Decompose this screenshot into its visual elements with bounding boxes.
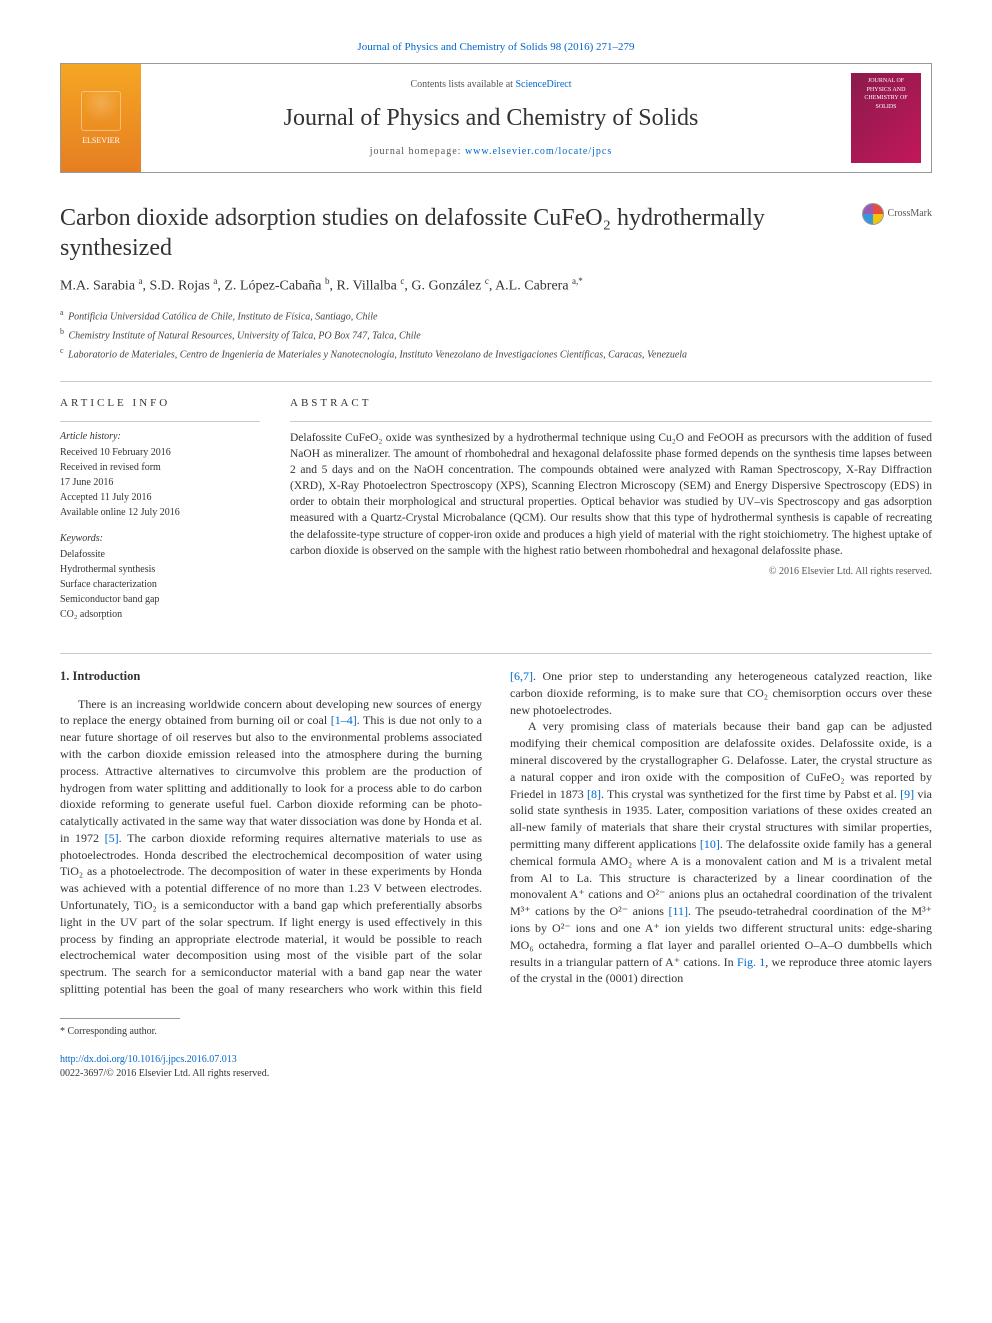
sciencedirect-link[interactable]: ScienceDirect [515,79,571,90]
crossmark-icon [862,203,884,225]
homepage-link[interactable]: www.elsevier.com/locate/jpcs [465,146,612,157]
keyword-item: Semiconductor band gap [60,593,260,607]
keyword-item: Surface characterization [60,578,260,592]
ref-link[interactable]: [5] [105,831,119,845]
affiliation-item: b Chemistry Institute of Natural Resourc… [60,326,932,343]
text-span: . One prior step to understanding any he… [510,669,932,717]
ref-link[interactable]: [6,7] [510,669,533,683]
divider [290,421,932,422]
contents-prefix: Contents lists available at [410,79,515,90]
footnote-divider [60,1018,180,1019]
citation-link[interactable]: Journal of Physics and Chemistry of Soli… [357,41,634,53]
homepage-line: journal homepage: www.elsevier.com/locat… [151,145,831,159]
abstract-heading: ABSTRACT [290,396,932,411]
divider [60,653,932,654]
ref-link[interactable]: [10] [700,837,720,851]
ref-link[interactable]: [1–4] [331,713,357,727]
affiliation-item: a Pontificia Universidad Católica de Chi… [60,307,932,324]
text-span: . This is due not only to a near future … [60,713,482,845]
history-item: Accepted 11 July 2016 [60,491,260,505]
ref-link[interactable]: Fig. 1 [737,955,765,969]
issn-line: 0022-3697/© 2016 Elsevier Ltd. All right… [60,1067,932,1081]
abstract-text: Delafossite CuFeO₂ oxide was synthesized… [290,430,932,559]
keyword-item: Hydrothermal synthesis [60,563,260,577]
keywords-label: Keywords: [60,532,260,546]
crossmark-label: CrossMark [888,207,932,221]
abstract-copyright: © 2016 Elsevier Ltd. All rights reserved… [290,565,932,579]
ref-link[interactable]: [8] [587,787,601,801]
elsevier-tree-icon [81,91,121,131]
keyword-item: CO₂ adsorption [60,608,260,622]
authors-line: M.A. Sarabia a, S.D. Rojas a, Z. López-C… [60,275,932,296]
text-span: . This crystal was synthetized for the f… [601,787,900,801]
header-center: Contents lists available at ScienceDirec… [141,70,841,168]
keyword-item: Delafossite [60,548,260,562]
history-item: Received 10 February 2016 [60,446,260,460]
divider [60,381,932,382]
keywords-list: DelafossiteHydrothermal synthesisSurface… [60,548,260,622]
history-item: 17 June 2016 [60,476,260,490]
contents-line: Contents lists available at ScienceDirec… [151,78,831,92]
body-paragraph: A very promising class of materials beca… [510,718,932,987]
citation-line: Journal of Physics and Chemistry of Soli… [60,40,932,55]
elsevier-logo: ELSEVIER [61,64,141,172]
ref-link[interactable]: [9] [900,787,914,801]
body-text: 1. Introduction There is an increasing w… [60,668,932,998]
journal-header: ELSEVIER Contents lists available at Sci… [60,63,932,173]
article-info-column: ARTICLE INFO Article history: Received 1… [60,396,260,623]
elsevier-text: ELSEVIER [82,135,120,146]
text-span: . The carbon dioxide reforming requires … [60,831,482,996]
footer: http://dx.doi.org/10.1016/j.jpcs.2016.07… [60,1053,932,1081]
history-item: Received in revised form [60,461,260,475]
ref-link[interactable]: [11] [669,904,689,918]
journal-name: Journal of Physics and Chemistry of Soli… [151,102,831,136]
crossmark-badge[interactable]: CrossMark [862,203,932,225]
abstract-column: ABSTRACT Delafossite CuFeO₂ oxide was sy… [290,396,932,623]
article-info-heading: ARTICLE INFO [60,396,260,411]
doi-link[interactable]: http://dx.doi.org/10.1016/j.jpcs.2016.07… [60,1054,237,1065]
divider [60,421,260,422]
history-item: Available online 12 July 2016 [60,506,260,520]
journal-cover: JOURNAL OF PHYSICS AND CHEMISTRY OF SOLI… [851,73,921,163]
section-heading: 1. Introduction [60,668,482,686]
article-title: Carbon dioxide adsorption studies on del… [60,203,862,263]
affiliations: a Pontificia Universidad Católica de Chi… [60,307,932,363]
homepage-prefix: journal homepage: [370,146,465,157]
history-list: Received 10 February 2016Received in rev… [60,446,260,520]
corresponding-footnote: * Corresponding author. [60,1025,932,1039]
affiliation-item: c Laboratorio de Materiales, Centro de I… [60,345,932,362]
history-label: Article history: [60,430,260,444]
